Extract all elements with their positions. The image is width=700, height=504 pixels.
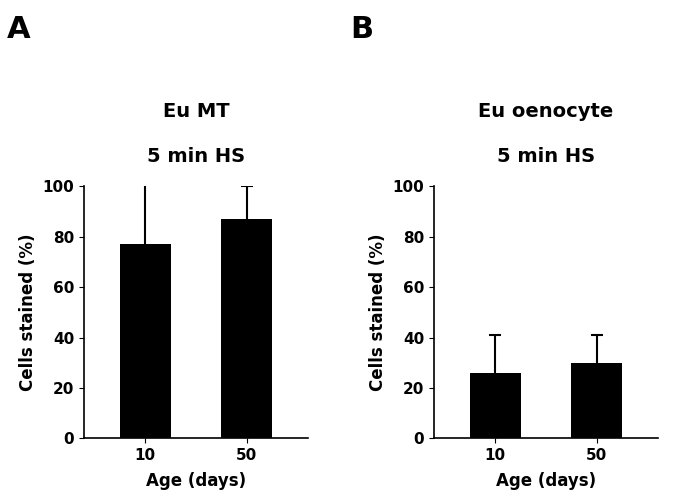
X-axis label: Age (days): Age (days) <box>496 472 596 489</box>
X-axis label: Age (days): Age (days) <box>146 472 246 489</box>
Bar <box>571 363 622 438</box>
Text: 5 min HS: 5 min HS <box>497 147 595 166</box>
Y-axis label: Cells stained (%): Cells stained (%) <box>19 234 37 391</box>
Text: A: A <box>7 15 31 44</box>
Y-axis label: Cells stained (%): Cells stained (%) <box>369 234 387 391</box>
Text: Eu MT: Eu MT <box>162 102 230 121</box>
Text: Eu oenocyte: Eu oenocyte <box>478 102 614 121</box>
Text: B: B <box>350 15 373 44</box>
Bar <box>221 219 272 438</box>
Text: 5 min HS: 5 min HS <box>147 147 245 166</box>
Bar <box>470 373 521 438</box>
Bar <box>120 244 171 438</box>
